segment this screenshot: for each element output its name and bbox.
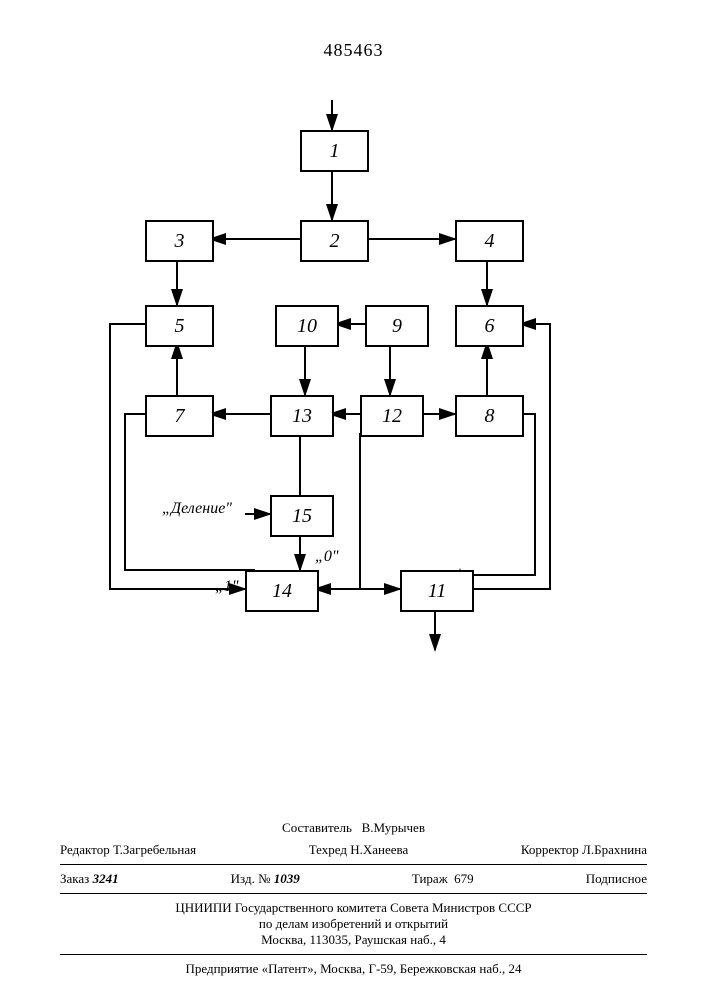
editor-label: Редактор	[60, 842, 110, 857]
block-5: 5	[145, 305, 214, 347]
techred: Техред Н.Ханеева	[309, 842, 409, 858]
block-7-label: 7	[175, 405, 185, 428]
block-4: 4	[455, 220, 524, 262]
block-11-label: 11	[428, 580, 447, 603]
label-zero: „0"	[315, 548, 339, 566]
circulation: Тираж 679	[412, 871, 474, 887]
editor-name: Т.Загребельная	[113, 842, 196, 857]
issue: Изд. № 1039	[231, 871, 300, 887]
block-14-label: 14	[272, 580, 292, 603]
block-13-label: 13	[292, 405, 312, 428]
block-10-label: 10	[297, 315, 317, 338]
block-8: 8	[455, 395, 524, 437]
block-6-label: 6	[485, 315, 495, 338]
corrector: Корректор Л.Брахнина	[521, 842, 647, 858]
block-1-label: 1	[330, 140, 340, 163]
block-9: 9	[365, 305, 429, 347]
credits-row: Редактор Т.Загребельная Техред Н.Ханеева…	[60, 842, 647, 858]
block-15-label: 15	[292, 505, 312, 528]
order-value: 3241	[93, 871, 119, 886]
footer: Составитель В.Мурычев Редактор Т.Загребе…	[60, 820, 647, 977]
issue-value: 1039	[274, 871, 300, 886]
block-12: 12	[360, 395, 424, 437]
block-1: 1	[300, 130, 369, 172]
order: Заказ 3241	[60, 871, 119, 887]
label-one: „1"	[215, 578, 239, 596]
order-label: Заказ	[60, 871, 89, 886]
circ-value: 679	[454, 871, 474, 886]
block-2: 2	[300, 220, 369, 262]
block-5-label: 5	[175, 315, 185, 338]
block-9-label: 9	[392, 315, 402, 338]
block-14: 14	[245, 570, 319, 612]
corrector-label: Корректор	[521, 842, 579, 857]
document-number: 485463	[0, 40, 707, 61]
techred-name: Н.Ханеева	[350, 842, 408, 857]
block-2-label: 2	[330, 230, 340, 253]
editor: Редактор Т.Загребельная	[60, 842, 196, 858]
corrector-name: Л.Брахнина	[582, 842, 647, 857]
subscription: Подписное	[586, 871, 647, 887]
order-row: Заказ 3241 Изд. № 1039 Тираж 679 Подписн…	[60, 871, 647, 887]
compiler-line: Составитель В.Мурычев	[60, 820, 647, 836]
block-10: 10	[275, 305, 339, 347]
address-1: Москва, 113035, Раушская наб., 4	[60, 932, 647, 948]
compiler-name: В.Мурычев	[362, 820, 425, 835]
block-8-label: 8	[485, 405, 495, 428]
circ-label: Тираж	[412, 871, 448, 886]
label-delenie: „Деление"	[162, 500, 232, 518]
techred-label: Техред	[309, 842, 347, 857]
issue-label: Изд. №	[231, 871, 271, 886]
block-13: 13	[270, 395, 334, 437]
org-line-1: ЦНИИПИ Государственного комитета Совета …	[60, 900, 647, 916]
block-11: 11	[400, 570, 474, 612]
address-2: Предприятие «Патент», Москва, Г-59, Бере…	[60, 961, 647, 977]
block-diagram: 1 2 3 4 5 6 9 10 7 13 12 8 15 14 11 „Дел…	[90, 100, 590, 720]
block-15: 15	[270, 495, 334, 537]
block-3: 3	[145, 220, 214, 262]
block-12-label: 12	[382, 405, 402, 428]
page: 485463 1 2 3 4 5 6 9 10 7 13 12 8 15 14 …	[0, 0, 707, 1000]
org-line-2: по делам изобретений и открытий	[60, 916, 647, 932]
block-6: 6	[455, 305, 524, 347]
block-7: 7	[145, 395, 214, 437]
block-3-label: 3	[175, 230, 185, 253]
block-4-label: 4	[485, 230, 495, 253]
compiler-label: Составитель	[282, 820, 352, 835]
